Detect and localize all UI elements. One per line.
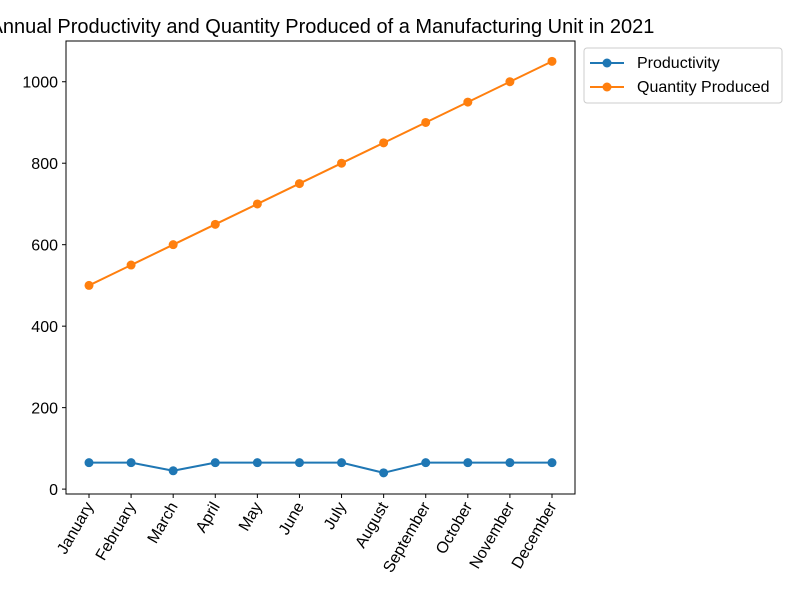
data-point	[210, 219, 220, 229]
data-point	[379, 138, 389, 148]
data-point	[84, 458, 94, 468]
x-tick-label: March	[145, 500, 182, 547]
chart-title: Annual Productivity and Quantity Produce…	[0, 16, 654, 38]
y-tick-label: 600	[31, 238, 58, 255]
x-tick-label: April	[193, 500, 224, 536]
series-line	[88, 60, 553, 287]
data-point	[337, 158, 347, 168]
x-tick-label: October	[433, 499, 477, 557]
x-tick-label: February	[93, 500, 140, 564]
x-tick-label: January	[54, 500, 97, 558]
data-point	[505, 77, 515, 87]
legend-marker	[602, 58, 612, 68]
data-point	[463, 458, 473, 468]
series-line	[89, 461, 552, 474]
data-point	[421, 117, 431, 127]
data-point	[210, 458, 220, 468]
plot-area	[66, 41, 575, 494]
data-point	[547, 458, 557, 468]
series-group	[84, 458, 557, 478]
legend-box	[583, 47, 783, 104]
x-tick-label: July	[321, 500, 350, 533]
data-point	[126, 458, 136, 468]
data-point	[294, 458, 304, 468]
data-point	[337, 458, 347, 468]
y-tick-label: 1000	[22, 75, 58, 92]
data-point	[421, 458, 431, 468]
data-point	[168, 466, 178, 476]
data-point	[252, 458, 262, 468]
y-tick-label: 0	[49, 482, 58, 499]
y-tick-label: 800	[31, 156, 58, 173]
legend-label: Quantity Produced	[637, 79, 770, 96]
series-layer	[84, 56, 557, 478]
plot-frame	[65, 40, 576, 495]
x-tick-label: August	[352, 499, 392, 551]
series-group	[84, 56, 557, 290]
data-point	[252, 199, 262, 209]
data-point	[168, 240, 178, 250]
x-tick-label: June	[276, 499, 308, 538]
data-point	[126, 260, 136, 270]
data-point	[463, 97, 473, 107]
y-tick-label: 200	[31, 401, 58, 418]
x-tick-label: May	[236, 500, 266, 535]
data-point	[379, 468, 389, 478]
y-tick-label: 400	[31, 319, 58, 336]
data-point	[84, 280, 94, 290]
data-point	[547, 56, 557, 66]
legend-marker	[602, 82, 612, 92]
legend: Productivity Quantity Produced	[583, 47, 783, 104]
data-point	[294, 179, 304, 189]
data-point	[505, 458, 515, 468]
legend-label: Productivity	[637, 55, 720, 72]
